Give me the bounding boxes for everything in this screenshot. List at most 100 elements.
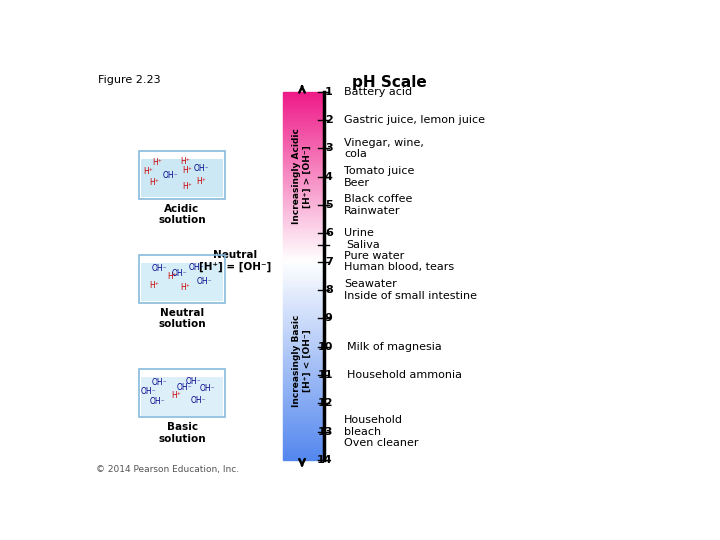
Bar — [282, 169, 322, 170]
Bar — [282, 177, 322, 178]
Bar — [282, 413, 322, 414]
Bar — [282, 305, 322, 307]
Bar — [282, 272, 322, 273]
Bar — [282, 406, 322, 407]
Bar — [282, 423, 322, 424]
Bar — [282, 108, 322, 109]
Bar — [282, 158, 322, 159]
Bar — [282, 276, 322, 277]
Bar — [282, 137, 322, 138]
Text: Battery acid: Battery acid — [344, 87, 412, 97]
Bar — [282, 345, 322, 346]
Bar — [282, 125, 322, 126]
Bar — [282, 218, 322, 219]
Text: H⁺: H⁺ — [144, 167, 153, 176]
Bar — [282, 389, 322, 390]
Bar — [141, 377, 223, 415]
Bar — [282, 208, 322, 210]
Bar — [282, 368, 322, 369]
Text: OH⁻: OH⁻ — [171, 269, 187, 279]
Bar — [282, 456, 322, 457]
Bar — [282, 239, 322, 240]
Bar — [282, 319, 322, 320]
Bar — [282, 300, 322, 301]
Bar — [282, 195, 322, 196]
Bar — [282, 211, 322, 212]
Bar — [282, 291, 322, 292]
Bar — [282, 234, 322, 235]
Text: OH⁻: OH⁻ — [199, 384, 215, 393]
Text: 12: 12 — [318, 398, 333, 408]
Bar — [282, 325, 322, 326]
Bar — [282, 138, 322, 140]
Bar — [282, 408, 322, 409]
Bar — [282, 287, 322, 288]
Bar — [282, 318, 322, 319]
Bar — [282, 115, 322, 116]
Bar — [282, 307, 322, 308]
Bar — [282, 94, 322, 96]
Bar — [282, 380, 322, 381]
Bar — [282, 295, 322, 296]
Bar — [282, 146, 322, 147]
Text: OH⁻: OH⁻ — [188, 263, 204, 272]
Bar — [282, 379, 322, 380]
Bar — [282, 110, 322, 111]
Bar — [282, 422, 322, 423]
Text: Neutral
[H⁺] = [OH⁻]: Neutral [H⁺] = [OH⁻] — [199, 250, 271, 272]
Bar — [282, 126, 322, 127]
Bar — [282, 288, 322, 289]
Bar — [282, 93, 322, 94]
Bar — [282, 280, 322, 281]
Bar — [282, 451, 322, 453]
Bar — [282, 150, 322, 151]
Text: Acidic
solution: Acidic solution — [158, 204, 206, 226]
Text: OH⁻: OH⁻ — [152, 264, 168, 273]
Text: 8: 8 — [325, 285, 333, 295]
Bar — [282, 237, 322, 238]
Text: Gastric juice, lemon juice: Gastric juice, lemon juice — [344, 115, 485, 125]
Text: Urine: Urine — [344, 228, 374, 238]
Bar — [282, 434, 322, 435]
Text: Vinegar, wine,
cola: Vinegar, wine, cola — [344, 138, 424, 159]
Bar — [282, 393, 322, 394]
Bar — [282, 141, 322, 142]
Bar — [282, 102, 322, 103]
Bar — [282, 266, 322, 267]
Bar — [282, 170, 322, 172]
Bar — [282, 148, 322, 150]
Bar — [282, 197, 322, 199]
Text: 4: 4 — [325, 172, 333, 182]
Bar — [282, 354, 322, 355]
Bar — [282, 444, 322, 445]
Text: OH⁻: OH⁻ — [186, 377, 201, 386]
Bar — [282, 443, 322, 444]
Bar — [282, 154, 322, 156]
Bar — [282, 435, 322, 436]
Bar — [282, 223, 322, 224]
Bar — [282, 426, 322, 427]
Bar — [282, 240, 322, 241]
Bar — [139, 369, 225, 417]
Bar — [282, 349, 322, 350]
Bar — [282, 394, 322, 395]
Text: Household ammonia: Household ammonia — [347, 370, 462, 380]
Bar — [282, 411, 322, 412]
Bar — [282, 396, 322, 397]
Bar — [282, 204, 322, 205]
Bar — [282, 199, 322, 200]
Bar — [282, 420, 322, 421]
Bar — [282, 207, 322, 208]
Bar — [282, 129, 322, 130]
Bar — [282, 372, 322, 373]
Bar — [282, 278, 322, 280]
Bar — [282, 246, 322, 248]
Text: OH⁻: OH⁻ — [191, 396, 207, 405]
Bar — [282, 335, 322, 336]
Bar — [282, 262, 322, 264]
Bar — [282, 448, 322, 449]
Bar — [282, 255, 322, 256]
Bar — [282, 105, 322, 106]
Bar — [282, 332, 322, 334]
Bar — [282, 377, 322, 379]
